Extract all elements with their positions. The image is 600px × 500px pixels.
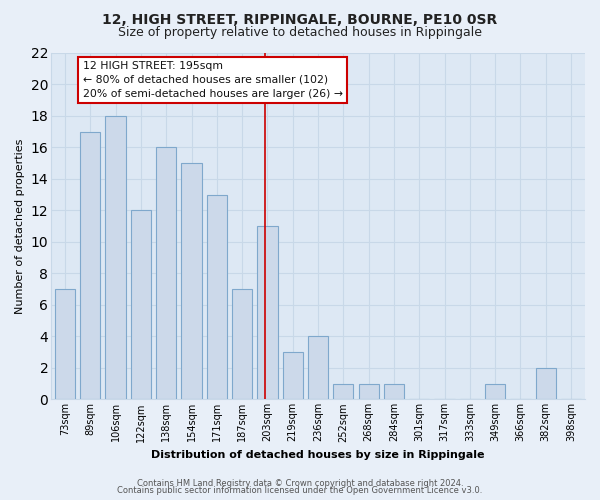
Bar — [207, 194, 227, 400]
Bar — [384, 384, 404, 400]
Bar — [181, 163, 202, 400]
Bar — [283, 352, 303, 400]
Bar — [80, 132, 100, 400]
Text: Contains HM Land Registry data © Crown copyright and database right 2024.: Contains HM Land Registry data © Crown c… — [137, 478, 463, 488]
Text: 12 HIGH STREET: 195sqm
← 80% of detached houses are smaller (102)
20% of semi-de: 12 HIGH STREET: 195sqm ← 80% of detached… — [83, 61, 343, 99]
Bar — [106, 116, 126, 400]
Y-axis label: Number of detached properties: Number of detached properties — [15, 138, 25, 314]
X-axis label: Distribution of detached houses by size in Rippingale: Distribution of detached houses by size … — [151, 450, 485, 460]
Bar — [232, 289, 252, 400]
Bar — [257, 226, 278, 400]
Text: Contains public sector information licensed under the Open Government Licence v3: Contains public sector information licen… — [118, 486, 482, 495]
Bar — [536, 368, 556, 400]
Bar — [333, 384, 353, 400]
Bar — [359, 384, 379, 400]
Text: 12, HIGH STREET, RIPPINGALE, BOURNE, PE10 0SR: 12, HIGH STREET, RIPPINGALE, BOURNE, PE1… — [103, 12, 497, 26]
Bar — [55, 289, 75, 400]
Text: Size of property relative to detached houses in Rippingale: Size of property relative to detached ho… — [118, 26, 482, 39]
Bar — [485, 384, 505, 400]
Bar — [131, 210, 151, 400]
Bar — [308, 336, 328, 400]
Bar — [156, 148, 176, 400]
